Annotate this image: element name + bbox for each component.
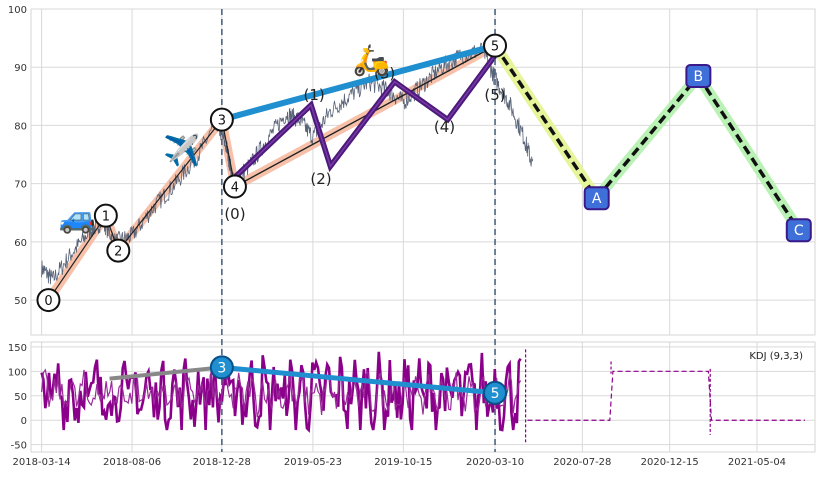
x-tick-label: 2018-12-28: [193, 457, 251, 468]
top-y-tick-label: 50: [14, 296, 27, 307]
x-tick-label: 2018-08-06: [103, 457, 161, 468]
x-tick-label: 2020-07-28: [553, 457, 611, 468]
wave-point-marker: [106, 238, 131, 263]
x-tick-label: 2020-03-10: [466, 457, 524, 468]
wave-point-marker: [93, 203, 118, 228]
kdj-forecast-steps: [527, 370, 806, 421]
forecast-point-box: [583, 186, 610, 211]
top-y-tick-label: 100: [8, 5, 27, 16]
kdj-marker: [209, 355, 234, 380]
kdj-marker: [483, 380, 508, 405]
forecast-point-label: C: [794, 223, 804, 239]
top-y-tick-label: 80: [14, 121, 27, 132]
forecast-dashed-line: [595, 74, 700, 200]
wave-point-marker: [36, 288, 61, 313]
wave-point-label: 2: [114, 245, 122, 260]
top-y-tick-label: 90: [14, 63, 27, 74]
forecast-dashed-line: [493, 44, 599, 200]
subwave-path-highlight: [230, 55, 496, 182]
wave-point-label: 1: [102, 210, 110, 225]
x-tick-label: 2021-05-04: [728, 457, 786, 468]
x-tick-label: 2020-12-15: [641, 457, 699, 468]
x-tick-label: 2019-10-15: [374, 457, 432, 468]
top-panel-background: [30, 8, 816, 336]
forecast-point-box: [685, 63, 712, 88]
kdj-y-tick-label: 150: [8, 343, 27, 354]
kdj-y-tick-label: 50: [14, 392, 27, 403]
kdj-y-tick-label: 0: [21, 416, 27, 427]
subwave-label: (5): [484, 86, 505, 104]
kdj-legend-label: KDJ (9,3,3): [749, 351, 803, 362]
subwave-label: (4): [434, 118, 455, 136]
kdj-marker-label: 5: [491, 386, 500, 402]
wave-point-label: 5: [491, 40, 499, 55]
kdj-y-tick-label: 100: [8, 367, 27, 378]
forecast-point-label: A: [592, 191, 602, 207]
forecast-dashed-line: [696, 74, 801, 232]
top-y-tick-label: 70: [14, 180, 27, 191]
wave-point-label: 3: [218, 114, 226, 129]
subwave-label: (0): [224, 205, 245, 223]
wave-point-label: 0: [44, 294, 52, 309]
wave-point-marker: [483, 33, 508, 58]
kdj-marker-label: 3: [217, 360, 226, 376]
subwave-label: (1): [304, 86, 325, 104]
bottom-panel-background: [30, 341, 816, 453]
emoji-decoration: 🚙: [58, 200, 95, 235]
emoji-decoration: ✈️: [163, 131, 200, 168]
wave-4-5-line: [234, 45, 496, 188]
forecast-point-box: [785, 218, 812, 243]
kdj-d-line: [41, 368, 522, 418]
wave-point-label: 4: [231, 181, 239, 196]
kdj-y-tick-label: -50: [11, 441, 27, 452]
top-y-tick-label: 60: [14, 238, 27, 249]
wave-point-marker: [209, 107, 234, 132]
kdj-grey-trend: [109, 365, 223, 381]
trend-line-3-5: [218, 42, 499, 123]
emoji-decoration: 🛵: [353, 43, 390, 78]
x-tick-label: 2018-03-14: [13, 457, 71, 468]
subwave-label: (2): [310, 170, 331, 188]
subwave-label: (3): [374, 65, 395, 83]
forecast-point-label: B: [694, 69, 704, 85]
wave-point-marker: [222, 174, 247, 199]
kdj-trend-line: [221, 364, 496, 396]
x-tick-label: 2019-05-23: [284, 457, 342, 468]
